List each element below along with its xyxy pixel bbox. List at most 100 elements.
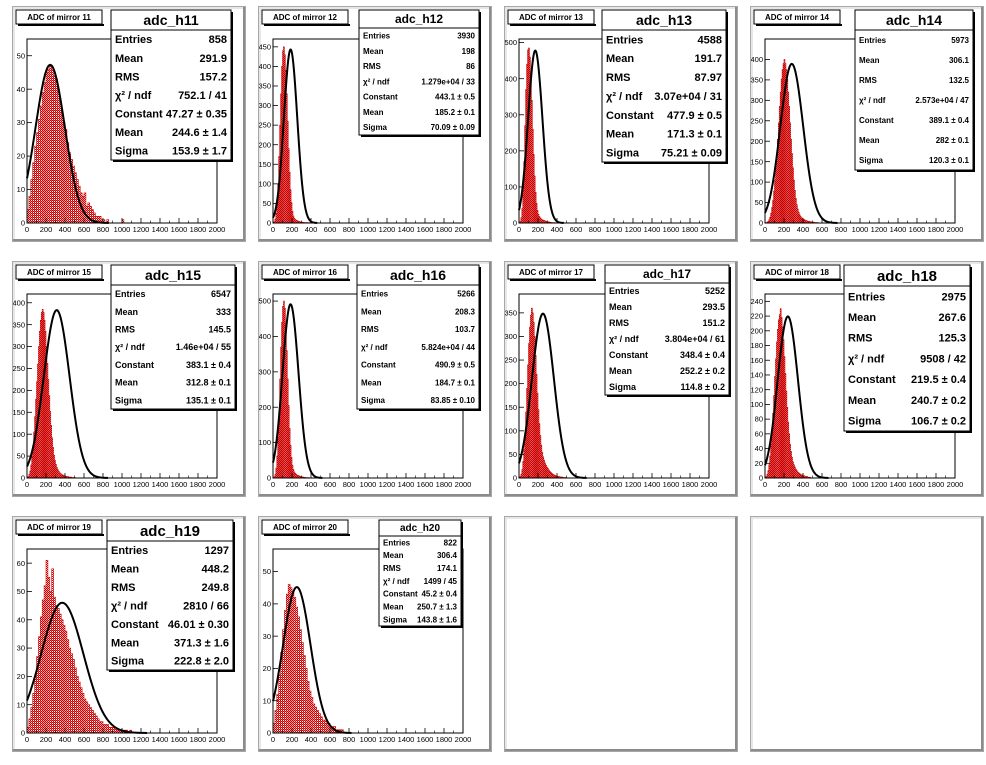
- y-tick-label: 100: [259, 438, 271, 447]
- stats-title: adc_h13: [636, 12, 692, 28]
- stats-box: adc_h12 Entries 3930 Mean 198 RMS 86 χ² / ndf 1.…: [358, 9, 481, 137]
- stats-label: Sigma: [111, 656, 145, 668]
- stats-value: 252.2 ± 0.2: [680, 366, 725, 376]
- histogram-bars: [765, 59, 819, 224]
- x-tick-label: 200: [532, 480, 545, 489]
- title-box-shadow: [264, 279, 350, 281]
- y-tick-label: 0: [759, 474, 763, 483]
- y-tick-label: 60: [17, 559, 25, 568]
- y-tick-label: 400: [505, 74, 517, 83]
- y-tick-label: 150: [13, 408, 25, 417]
- y-tick-label: 200: [505, 146, 517, 155]
- stats-label: Entries: [606, 34, 643, 46]
- stats-title: adc_h19: [140, 523, 200, 540]
- x-tick-label: 1800: [682, 225, 699, 234]
- stats-box: adc_h20 Entries 822 Mean 306.4 RMS 174.1 χ² / n…: [378, 519, 463, 628]
- y-tick-label: 0: [267, 729, 271, 738]
- title-box-shadow: [18, 24, 104, 26]
- stats-label: Mean: [606, 53, 634, 65]
- x-tick-label: 0: [25, 735, 29, 744]
- stats-label: RMS: [848, 333, 872, 345]
- stats-label: Entries: [111, 545, 148, 557]
- y-tick-label: 300: [13, 342, 25, 351]
- stats-value: 4588: [698, 34, 722, 46]
- x-tick-label: 400: [797, 480, 810, 489]
- pad-title: ADC of mirror 20: [273, 523, 338, 532]
- x-tick-label: 800: [97, 735, 110, 744]
- x-tick-label: 400: [305, 225, 318, 234]
- x-tick-label: 1800: [190, 735, 207, 744]
- histogram-pad: 0 200 400 600 800 1000 1200 1400 1600 1800 2000 0 50…: [258, 6, 492, 242]
- x-tick-label: 1200: [871, 480, 888, 489]
- stats-value: 6547: [211, 289, 231, 299]
- x-tick-label: 800: [835, 480, 848, 489]
- histogram-svg: 0 200 400 600 800 1000 1200 1400 1600 1800 2000 0 10…: [505, 9, 728, 234]
- y-tick-label: 0: [21, 474, 25, 483]
- stats-value: 752.1 / 41: [178, 90, 227, 102]
- x-tick-label: 400: [797, 225, 810, 234]
- pad-title: ADC of mirror 18: [765, 268, 830, 277]
- stats-value: 2975: [942, 291, 966, 303]
- stats-value: 282 ± 0.1: [936, 136, 970, 145]
- x-tick-label: 1800: [928, 225, 945, 234]
- y-tick-label: 450: [259, 42, 271, 51]
- stats-value: 9508 / 42: [920, 353, 966, 365]
- stats-value: 125.3: [938, 333, 966, 345]
- stats-label: RMS: [363, 62, 381, 71]
- y-tick-label: 250: [13, 364, 25, 373]
- x-tick-label: 1600: [909, 480, 926, 489]
- histogram-svg: 0 200 400 600 800 1000 1200 1400 1600 1800 2000 0 50…: [505, 264, 731, 489]
- stats-label: Mean: [363, 47, 384, 56]
- y-tick-label: 100: [13, 430, 25, 439]
- y-tick-label: 60: [755, 429, 763, 438]
- x-tick-label: 1400: [152, 735, 169, 744]
- stats-label: Entries: [859, 36, 887, 45]
- stats-value: 443.1 ± 0.5: [435, 93, 476, 102]
- x-tick-label: 1000: [360, 735, 377, 744]
- histogram-pad: 0 200 400 600 800 1000 1200 1400 1600 1800 2000 0 10…: [12, 6, 246, 242]
- x-tick-label: 1600: [417, 480, 434, 489]
- x-tick-label: 2000: [209, 480, 226, 489]
- stats-value: 250.7 ± 1.3: [417, 603, 458, 612]
- y-tick-label: 100: [751, 178, 763, 187]
- stats-title: adc_h18: [877, 268, 937, 285]
- stats-label: Mean: [383, 551, 404, 560]
- stats-label: Sigma: [363, 123, 388, 132]
- stats-value: 45.2 ± 0.4: [421, 590, 457, 599]
- x-tick-label: 400: [551, 480, 564, 489]
- stats-box: adc_h14 Entries 5973 Mean 306.1 RMS 132.5 χ² / …: [854, 9, 975, 172]
- stats-label: Constant: [115, 109, 163, 121]
- x-tick-label: 800: [343, 225, 356, 234]
- x-tick-label: 0: [763, 480, 767, 489]
- stats-label: Mean: [115, 127, 143, 139]
- x-tick-label: 800: [343, 735, 356, 744]
- stats-value: 198: [462, 47, 476, 56]
- x-tick-label: 800: [835, 225, 848, 234]
- y-tick-label: 250: [751, 116, 763, 125]
- x-tick-label: 1600: [909, 225, 926, 234]
- y-tick-label: 250: [505, 356, 517, 365]
- histogram-pad: 0 200 400 600 800 1000 1200 1400 1600 1800 2000 0 50…: [750, 6, 984, 242]
- x-tick-label: 400: [305, 735, 318, 744]
- y-tick-label: 10: [17, 185, 25, 194]
- x-tick-label: 1000: [114, 735, 131, 744]
- y-tick-label: 50: [263, 199, 271, 208]
- y-tick-label: 20: [755, 459, 763, 468]
- stats-label: Constant: [606, 110, 654, 122]
- x-tick-label: 1800: [436, 735, 453, 744]
- title-box-shadow: [264, 534, 350, 536]
- y-tick-label: 100: [505, 183, 517, 192]
- stats-box-frame: [604, 264, 730, 396]
- stats-label: χ² / ndf: [609, 334, 640, 344]
- stats-value: 448.2: [201, 564, 229, 576]
- y-tick-label: 120: [751, 385, 763, 394]
- y-tick-label: 140: [751, 371, 763, 380]
- stats-value: 153.9 ± 1.7: [172, 146, 227, 158]
- stats-value: 348.4 ± 0.4: [680, 350, 725, 360]
- x-tick-label: 1400: [890, 225, 907, 234]
- y-tick-label: 150: [751, 157, 763, 166]
- stats-label: Entries: [361, 290, 389, 299]
- stats-label: χ² / ndf: [383, 577, 410, 586]
- stats-label: Mean: [848, 395, 876, 407]
